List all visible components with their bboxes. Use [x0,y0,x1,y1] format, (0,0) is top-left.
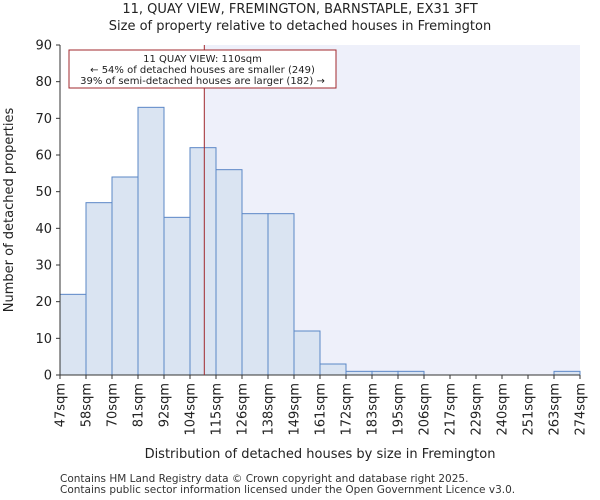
footer-line-1: Contains HM Land Registry data © Crown c… [60,473,469,485]
x-axis-label: Distribution of detached houses by size … [145,447,496,462]
chart-title: 11, QUAY VIEW, FREMINGTON, BARNSTAPLE, E… [122,2,478,17]
x-tick-label-183sqm: 183sqm [366,383,381,436]
y-tick-label-20: 20 [35,295,52,310]
x-tick-label-149sqm: 149sqm [288,383,303,436]
x-tick-label-251sqm: 251sqm [522,383,537,436]
bar-47sqm [59,293,87,376]
annotation-line-1: 11 QUAY VIEW: 110sqm [143,54,262,65]
annotation-box [68,49,337,89]
x-tick-label-206sqm: 206sqm [418,383,433,436]
bar-172sqm [345,370,373,376]
x-tick-label-195sqm: 195sqm [392,383,407,436]
y-tick-label-50: 50 [35,185,52,200]
bar-92sqm [163,216,191,376]
x-tick-label-104sqm: 104sqm [184,383,199,436]
x-tick-label-70sqm: 70sqm [106,383,121,427]
bar-115sqm [215,169,243,376]
histogram-chart: 0 10 20 30 40 50 60 70 80 90 47sqm 58sqm 70sqm 81sqm 9… [2,39,589,463]
bar-58sqm [85,202,113,376]
bar-138sqm [267,213,295,376]
bar-263sqm [553,370,581,376]
x-tick-label-126sqm: 126sqm [236,383,251,436]
chart-subtitle: Size of property relative to detached ho… [108,19,492,34]
footer-line-2: Contains public sector information licen… [60,484,516,496]
x-tick-label-161sqm: 161sqm [314,383,329,436]
bar-81sqm [137,106,165,376]
x-tick-label-138sqm: 138sqm [262,383,277,436]
annotation-line-2: ← 54% of detached houses are smaller (24… [90,65,315,76]
bar-161sqm [319,363,347,376]
x-tick-label-58sqm: 58sqm [80,383,95,427]
y-tick-label-90: 90 [35,39,52,54]
annotation-line-3: 39% of semi-detached houses are larger (… [80,76,325,87]
bar-195sqm [397,370,425,376]
bar-183sqm [371,370,399,376]
bar-149sqm [293,330,321,376]
y-tick-label-80: 80 [35,75,52,90]
x-tick-label-240sqm: 240sqm [496,383,511,436]
bar-104sqm [189,147,217,376]
x-tick-label-274sqm: 274sqm [574,383,589,436]
y-tick-label-0: 0 [44,369,52,384]
bar-70sqm [111,176,139,376]
x-tick-label-229sqm: 229sqm [470,383,485,436]
y-tick-label-40: 40 [35,222,52,237]
x-tick-label-172sqm: 172sqm [340,383,355,436]
x-tick-label-263sqm: 263sqm [548,383,563,436]
x-tick-label-115sqm: 115sqm [210,383,225,436]
bar-126sqm [241,213,269,376]
x-tick-label-81sqm: 81sqm [132,383,147,427]
x-tick-label-47sqm: 47sqm [54,383,69,427]
y-tick-label-30: 30 [35,259,52,274]
y-tick-label-70: 70 [35,112,52,127]
y-tick-label-60: 60 [35,149,52,164]
y-tick-label-10: 10 [35,332,52,347]
y-axis-label: Number of detached properties [2,108,17,313]
x-tick-label-92sqm: 92sqm [158,383,173,427]
x-tick-label-217sqm: 217sqm [444,383,459,436]
